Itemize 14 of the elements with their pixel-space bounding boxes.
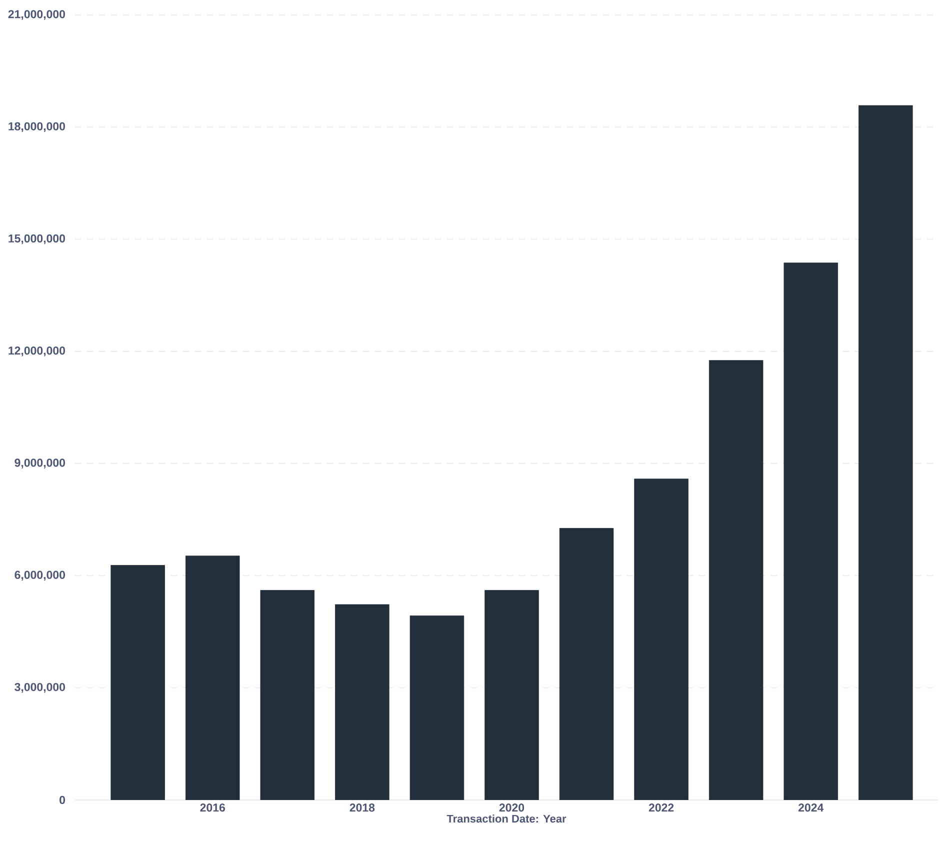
y-tick-label: 21,000,000 <box>8 10 65 20</box>
y-tick-label: 6,000,000 <box>14 570 65 581</box>
x-axis-title: Transaction Date: Year <box>446 814 566 823</box>
y-tick-label: 9,000,000 <box>14 458 65 468</box>
y-tick-label: 15,000,000 <box>8 234 65 244</box>
y-tick-label: 12,000,000 <box>8 346 65 356</box>
y-tick-label: 18,000,000 <box>8 122 65 132</box>
x-tick-label: 2020 <box>499 804 524 812</box>
x-tick-label: 2016 <box>200 804 225 812</box>
y-tick-label: 0 <box>60 796 66 804</box>
y-tick-label: 3,000,000 <box>14 682 65 693</box>
x-tick-label: 2018 <box>350 804 375 812</box>
x-tick-label: 2024 <box>798 804 824 812</box>
x-tick-label: 2022 <box>648 804 674 812</box>
